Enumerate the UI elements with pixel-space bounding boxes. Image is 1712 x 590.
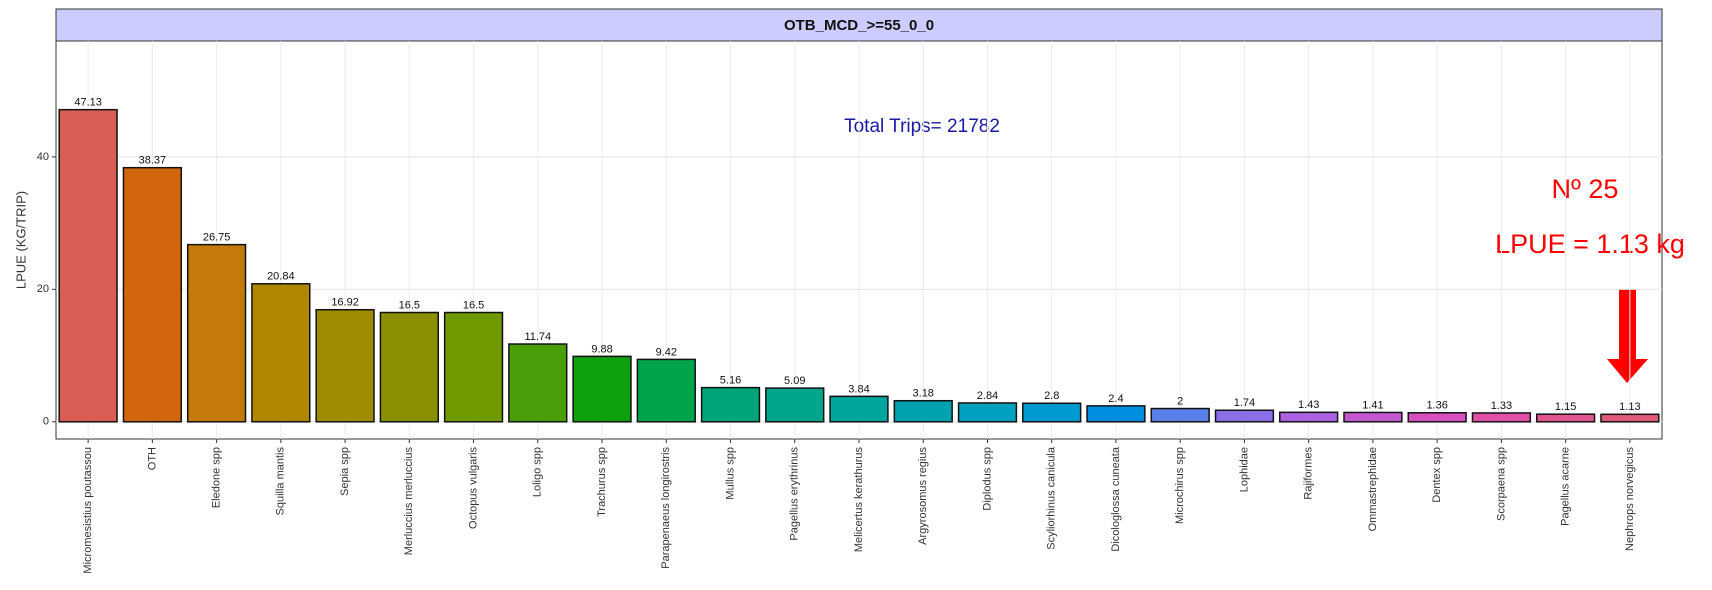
y-tick-label: 40 (37, 151, 49, 163)
bar (315, 308, 375, 423)
data-label: 9.42 (656, 346, 677, 358)
x-tick-label: Argyrosomus regius (917, 447, 929, 545)
bar (893, 399, 953, 423)
x-tick-label: Microchirus spp (1174, 447, 1186, 524)
annotation: Nº 25 (1552, 174, 1619, 204)
x-tick-label: Dentex spp (1431, 447, 1443, 503)
data-label: 2.4 (1108, 393, 1123, 405)
x-tick-label: Diplodus spp (981, 447, 993, 511)
x-tick-label: Rajiformes (1303, 447, 1315, 500)
data-label: 1.13 (1619, 401, 1640, 413)
data-label: 26.75 (203, 232, 231, 244)
data-label: 38.37 (139, 155, 167, 167)
bar (1535, 413, 1596, 423)
bar (58, 108, 118, 423)
x-tick-label: Nephrops norvegicus (1624, 447, 1636, 551)
data-label: 2 (1177, 395, 1183, 407)
bar (443, 311, 504, 423)
x-tick-label: Pagellus acarne (1560, 447, 1572, 526)
data-label: 1.15 (1555, 401, 1576, 413)
bar (1600, 413, 1660, 423)
x-tick-label: Scyliorhinus canicula (1046, 446, 1058, 550)
y-tick-label: 20 (37, 283, 49, 295)
bar (1343, 411, 1403, 423)
data-label: 20.84 (267, 271, 295, 283)
data-label: 11.74 (524, 331, 551, 343)
y-tick-label: 0 (43, 416, 49, 428)
bar (1214, 409, 1275, 423)
x-tick-label: Mullus spp (724, 447, 736, 500)
annotation: LPUE = 1.13 kg (1495, 229, 1685, 259)
x-tick-label: Micromesistius poutassou (82, 447, 94, 574)
data-label: 9.88 (591, 343, 612, 355)
data-label: 1.33 (1491, 400, 1512, 412)
data-label: 3.18 (913, 388, 934, 400)
x-tick-label: OTH (146, 447, 158, 470)
data-label: 5.09 (784, 375, 805, 387)
bar (829, 395, 889, 423)
bar (508, 343, 568, 423)
bar (379, 311, 439, 423)
data-label: 16.5 (399, 299, 420, 311)
x-tick-label: Eledone spp (211, 447, 223, 508)
y-axis-label: LPUE (KG/TRIP) (13, 191, 28, 289)
bar (186, 243, 247, 423)
bar (1279, 411, 1339, 423)
x-tick-label: Squilla mantis (275, 447, 287, 516)
x-tick-label: Pagellus erythrinus (789, 447, 801, 541)
x-tick-label: Dicologlossa cuneata (1110, 446, 1122, 551)
data-label: 3.84 (848, 383, 869, 395)
chart-title: OTB_MCD_>=55_0_0 (784, 17, 934, 34)
x-tick-label: Merluccius merluccius (403, 447, 415, 556)
data-label: 1.36 (1426, 400, 1447, 412)
x-tick-label: Melicertus kerathurus (853, 447, 865, 553)
bar (957, 402, 1018, 423)
bar (700, 386, 761, 423)
bar (1471, 412, 1532, 423)
data-label: 16.92 (331, 297, 359, 309)
x-tick-label: Trachurus spp (596, 447, 608, 517)
x-tick-label: Parapenaeus longirostris (660, 447, 672, 569)
data-label: 5.16 (720, 375, 741, 387)
x-tick-label: Octopus vulgaris (467, 447, 479, 529)
data-label: 2.8 (1044, 390, 1059, 402)
x-tick-label: Ommastrephidae (1367, 447, 1379, 531)
data-label: 16.5 (463, 299, 484, 311)
data-label: 2.84 (977, 390, 998, 402)
data-label: 1.74 (1234, 397, 1255, 409)
data-label: 1.43 (1298, 399, 1319, 411)
annotation: Total Trips= 21782 (844, 116, 1000, 137)
bar (636, 358, 696, 423)
data-label: 47.13 (74, 97, 102, 109)
bar (122, 166, 183, 423)
bar (1407, 412, 1467, 423)
bar (1086, 405, 1146, 423)
bar (765, 387, 825, 423)
x-tick-label: Sepia spp (339, 447, 351, 496)
bar (1150, 407, 1210, 423)
title-strip (55, 8, 1663, 42)
x-tick-label: Lophidae (1238, 447, 1250, 492)
bar (251, 283, 311, 423)
bar (572, 355, 632, 423)
data-label: 1.41 (1362, 399, 1383, 411)
arrow (1607, 289, 1648, 383)
x-tick-label: Loligo spp (532, 447, 544, 497)
bar (1022, 402, 1082, 423)
x-tick-label: Scorpaena spp (1495, 447, 1507, 521)
